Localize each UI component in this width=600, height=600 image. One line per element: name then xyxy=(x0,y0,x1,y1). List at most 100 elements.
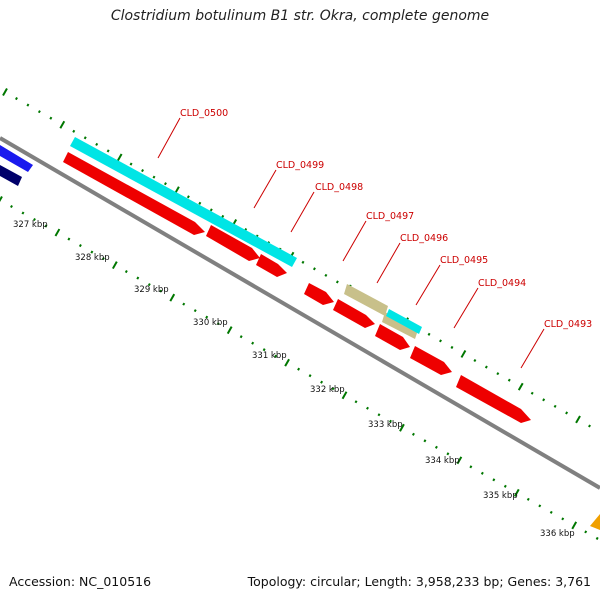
inner-minor-tick xyxy=(251,341,255,345)
gene-label-cld-0494[interactable]: CLD_0494 xyxy=(478,278,526,289)
outer-major-tick xyxy=(460,349,467,358)
inner-major-tick xyxy=(456,456,463,465)
outer-minor-tick xyxy=(14,97,18,101)
inner-minor-tick xyxy=(136,276,140,280)
inner-minor-tick xyxy=(205,315,209,319)
inner-tick-ring xyxy=(0,196,599,540)
feature-navy-left xyxy=(0,165,22,186)
inner-major-tick xyxy=(226,326,233,335)
inner-minor-tick xyxy=(377,413,381,417)
inner-major-tick xyxy=(341,391,348,400)
inner-minor-tick xyxy=(423,439,427,443)
outer-major-tick xyxy=(116,153,123,162)
inner-minor-tick xyxy=(549,510,553,514)
outer-major-tick xyxy=(2,88,8,96)
outer-minor-tick xyxy=(106,149,110,153)
inner-minor-tick xyxy=(32,217,36,222)
gene-label-cld-0499[interactable]: CLD_0499 xyxy=(276,160,324,171)
outer-minor-tick xyxy=(95,142,99,146)
inner-major-tick xyxy=(284,358,290,367)
outer-minor-tick xyxy=(26,103,30,107)
outer-minor-tick xyxy=(198,201,202,205)
outer-minor-tick xyxy=(324,273,328,277)
accession-text: Accession: NC_010516 xyxy=(9,574,152,589)
inner-minor-tick xyxy=(434,445,438,449)
inner-minor-tick xyxy=(44,224,48,228)
outer-minor-tick xyxy=(439,339,442,343)
outer-minor-tick xyxy=(37,110,41,114)
outer-major-tick xyxy=(575,415,581,424)
inner-minor-tick xyxy=(469,465,473,469)
outer-minor-tick xyxy=(530,391,534,395)
inner-minor-tick xyxy=(389,419,392,423)
outer-minor-tick xyxy=(83,136,87,140)
inner-minor-tick xyxy=(561,517,565,521)
feature-cld-0499[interactable] xyxy=(63,152,205,235)
feature-blue-left xyxy=(0,145,33,172)
kbp-label-327: 327 kbp xyxy=(13,220,48,230)
feature-trna-2[interactable] xyxy=(386,309,422,334)
gene-label-cld-0496[interactable]: CLD_0496 xyxy=(400,233,448,244)
outer-major-tick xyxy=(517,382,524,391)
inner-major-tick xyxy=(399,423,405,432)
gene-label-cld-0495[interactable]: CLD_0495 xyxy=(440,255,488,266)
kbp-label-334: 334 kbp xyxy=(425,456,460,466)
gene-label-cld-0497[interactable]: CLD_0497 xyxy=(366,211,414,222)
outer-minor-tick xyxy=(312,267,316,271)
outer-minor-tick xyxy=(542,398,546,402)
inner-minor-tick xyxy=(308,374,312,378)
kbp-label-330: 330 kbp xyxy=(193,318,228,328)
outer-minor-tick xyxy=(473,358,477,363)
kbp-label-329: 329 kbp xyxy=(134,285,169,295)
inner-minor-tick xyxy=(320,380,324,384)
outer-minor-tick xyxy=(553,404,557,408)
outer-minor-tick xyxy=(496,372,500,376)
inner-minor-tick xyxy=(193,309,197,313)
feature-cld-0498[interactable] xyxy=(206,225,260,261)
outer-minor-tick xyxy=(588,424,591,428)
inner-minor-tick xyxy=(366,406,369,410)
outer-minor-tick xyxy=(163,182,167,186)
outer-minor-tick xyxy=(141,169,144,173)
inner-minor-tick xyxy=(216,322,220,326)
kbp-label-331: 331 kbp xyxy=(252,351,287,361)
outer-minor-tick xyxy=(427,332,431,336)
genome-title: Clostridium botulinum B1 str. Okra, comp… xyxy=(110,8,490,24)
feature-cld-0493a[interactable] xyxy=(410,346,452,375)
gene-label-cld-0498[interactable]: CLD_0498 xyxy=(315,182,363,193)
inner-minor-tick xyxy=(239,335,243,339)
feature-misc-1[interactable] xyxy=(344,284,388,316)
inner-major-tick xyxy=(112,261,118,270)
inner-minor-tick xyxy=(446,452,450,456)
feature-cld-0500[interactable] xyxy=(70,137,297,267)
label-leaders xyxy=(157,117,545,369)
inner-minor-tick xyxy=(480,471,484,475)
outer-minor-tick xyxy=(49,116,53,120)
kbp-label-332: 332 kbp xyxy=(310,385,345,395)
inner-minor-tick xyxy=(411,432,415,436)
inner-minor-tick xyxy=(147,283,151,287)
feature-cld-0494[interactable] xyxy=(375,324,410,350)
outer-minor-tick xyxy=(507,378,511,382)
inner-minor-tick xyxy=(67,237,71,241)
outer-minor-tick xyxy=(565,411,569,415)
inner-major-tick xyxy=(513,488,520,497)
inner-minor-tick xyxy=(297,367,301,371)
feature-cld-0493[interactable] xyxy=(456,375,531,423)
feature-cld-0495[interactable] xyxy=(333,299,375,328)
inner-minor-tick xyxy=(503,484,507,488)
inner-minor-tick xyxy=(492,478,496,482)
outer-minor-tick xyxy=(209,208,213,212)
inner-minor-tick xyxy=(526,497,530,501)
backbone-line xyxy=(0,136,600,490)
inner-minor-tick xyxy=(538,504,542,508)
feature-cld-0497[interactable] xyxy=(256,254,287,277)
feature-misc-2[interactable] xyxy=(382,312,418,339)
outer-minor-tick xyxy=(129,162,133,166)
feature-cld-0496[interactable] xyxy=(304,283,334,305)
kbp-label-335: 335 kbp xyxy=(483,491,518,501)
gene-label-cld-0493[interactable]: CLD_0493 xyxy=(544,319,592,330)
gene-label-cld-0500[interactable]: CLD_0500 xyxy=(180,108,228,119)
inner-major-tick xyxy=(0,196,3,203)
